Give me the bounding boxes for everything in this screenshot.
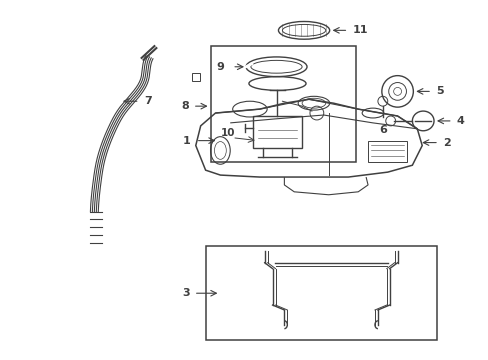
Text: 5: 5 — [435, 86, 443, 96]
Text: 1: 1 — [183, 136, 190, 145]
Text: 11: 11 — [351, 25, 367, 35]
Text: 8: 8 — [181, 101, 188, 111]
Text: 2: 2 — [442, 138, 450, 148]
Bar — [205, 246, 436, 339]
Text: 6: 6 — [378, 125, 386, 135]
Text: 9: 9 — [216, 62, 224, 72]
Text: 3: 3 — [182, 288, 189, 298]
Bar — [210, 46, 356, 162]
Bar — [191, 73, 199, 81]
Text: 7: 7 — [144, 96, 152, 106]
Bar — [252, 116, 302, 148]
Text: 10: 10 — [220, 128, 234, 138]
Bar — [367, 141, 407, 162]
Text: 4: 4 — [456, 116, 464, 126]
